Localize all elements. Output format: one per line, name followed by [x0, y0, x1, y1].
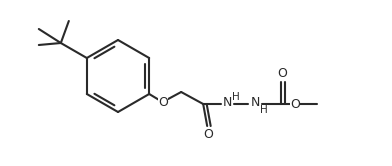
Text: O: O [204, 128, 214, 141]
Text: O: O [278, 67, 288, 80]
Text: H: H [232, 92, 240, 102]
Text: N: N [223, 96, 232, 110]
Text: N: N [250, 96, 260, 110]
Text: O: O [158, 95, 168, 109]
Text: O: O [290, 97, 300, 111]
Text: H: H [260, 105, 268, 115]
